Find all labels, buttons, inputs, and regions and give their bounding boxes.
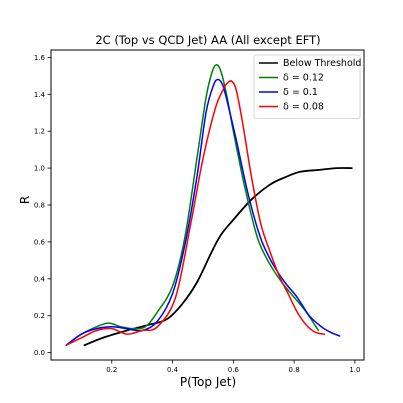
y-tick-label: 0.0	[34, 349, 45, 357]
legend-label-1: δ = 0.12	[283, 73, 324, 84]
chart-title: 2C (Top vs QCD Jet) AA (All except EFT)	[95, 33, 320, 47]
x-ticks: 0.2 0.4 0.6 0.8 1.0	[106, 360, 360, 374]
legend-label-0: Below Threshold	[283, 58, 361, 69]
series-line-3	[65, 80, 326, 346]
y-tick-label: 1.6	[34, 54, 46, 62]
y-ticks: 0.0 0.2 0.4 0.6 0.8 1.0 1.2 1.4 1.6	[34, 54, 51, 357]
x-tick-label: 0.2	[106, 366, 117, 374]
x-axis-label: P(Top Jet)	[180, 375, 236, 389]
legend-box	[253, 54, 361, 119]
y-tick-label: 1.0	[34, 165, 45, 173]
series-lines	[65, 64, 353, 347]
x-tick-label: 0.8	[289, 366, 300, 374]
y-tick-label: 0.4	[34, 275, 46, 283]
series-line-1	[65, 64, 320, 346]
series-line-2	[65, 78, 341, 346]
series-line-0	[83, 167, 353, 347]
y-tick-label: 0.2	[34, 312, 45, 320]
x-tick-label: 0.4	[167, 366, 179, 374]
y-tick-label: 1.2	[34, 128, 45, 136]
x-tick-label: 0.6	[228, 366, 240, 374]
legend-label-3: δ = 0.08	[283, 102, 324, 113]
legend: Below Threshold δ = 0.12 δ = 0.1 δ = 0.08	[253, 54, 361, 119]
y-tick-label: 0.6	[34, 238, 46, 246]
legend-label-2: δ = 0.1	[283, 87, 318, 98]
y-tick-label: 0.8	[34, 202, 45, 210]
y-axis-label: R	[18, 196, 32, 204]
x-tick-label: 1.0	[349, 366, 360, 374]
y-tick-label: 1.4	[34, 91, 46, 99]
